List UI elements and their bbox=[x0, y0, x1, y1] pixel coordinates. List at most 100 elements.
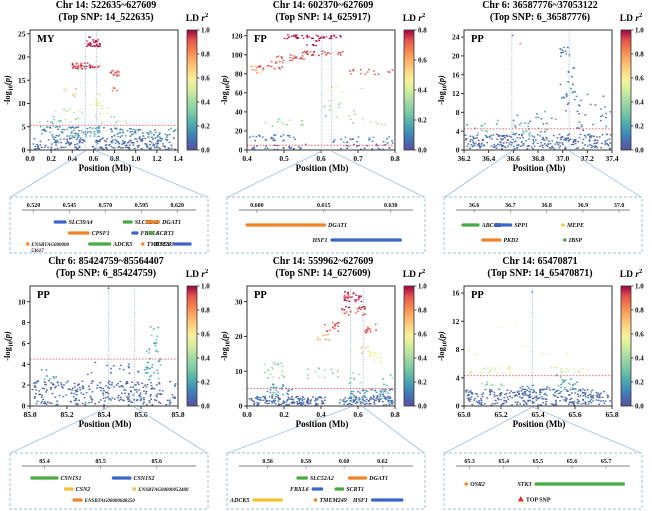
plot-frame bbox=[463, 29, 613, 151]
svg-text:20: 20 bbox=[452, 51, 460, 60]
svg-text:12: 12 bbox=[452, 89, 460, 98]
ld-r: r bbox=[418, 14, 423, 25]
svg-text:8: 8 bbox=[456, 345, 460, 354]
colorbar bbox=[186, 29, 198, 151]
svg-text:0.4: 0.4 bbox=[316, 410, 326, 419]
ylabel-post: (p) bbox=[2, 331, 12, 342]
ylabel-post: (p) bbox=[2, 75, 12, 86]
panel-subtitle: (Top SNP: 14_627609) bbox=[275, 268, 371, 279]
ld-r: r bbox=[635, 14, 640, 25]
ld-text: LD bbox=[402, 270, 416, 281]
svg-text:1.0: 1.0 bbox=[201, 26, 210, 34]
svg-text:0.2: 0.2 bbox=[418, 116, 427, 124]
svg-text:10: 10 bbox=[18, 297, 26, 306]
svg-text:0.4: 0.4 bbox=[201, 98, 210, 106]
zoom-connector-right bbox=[568, 150, 642, 198]
ylabel-pre: -log bbox=[436, 91, 446, 105]
svg-text:0: 0 bbox=[239, 402, 243, 411]
trait-label: PP bbox=[471, 290, 484, 301]
svg-text:2: 2 bbox=[22, 381, 26, 390]
svg-text:65.4: 65.4 bbox=[499, 459, 510, 465]
svg-text:0.0: 0.0 bbox=[418, 402, 427, 410]
zoom-connector-left bbox=[227, 150, 322, 198]
scatter-area bbox=[30, 286, 178, 406]
svg-text:10: 10 bbox=[18, 99, 26, 108]
scatter-area bbox=[30, 30, 178, 150]
svg-text:IBSP: IBSP bbox=[568, 238, 583, 244]
svg-text:0.2: 0.2 bbox=[418, 378, 427, 386]
gene-bar-DGAT1 bbox=[245, 223, 326, 227]
svg-text:24: 24 bbox=[452, 33, 460, 42]
svg-text:0.5: 0.5 bbox=[279, 154, 289, 163]
gene-bar-SCRT1 bbox=[334, 487, 345, 491]
svg-text:0.4: 0.4 bbox=[68, 154, 78, 163]
svg-text:1.0: 1.0 bbox=[131, 154, 141, 163]
svg-text:DGAT1: DGAT1 bbox=[161, 220, 181, 226]
svg-text:0.6: 0.6 bbox=[201, 330, 210, 338]
svg-text:85.0: 85.0 bbox=[23, 410, 36, 419]
svg-text:37.4: 37.4 bbox=[605, 154, 618, 163]
scatter-area bbox=[247, 286, 395, 406]
colorbar-title: LD r2 bbox=[393, 268, 435, 280]
svg-text:0.4: 0.4 bbox=[242, 154, 252, 163]
top-snp-triangle-icon bbox=[517, 496, 524, 502]
panel-subtitle: (Top SNP: 14_522635) bbox=[58, 12, 154, 23]
svg-text:0.8: 0.8 bbox=[201, 50, 210, 58]
y-axis-label: -log10(p) bbox=[436, 30, 449, 150]
svg-text:65.4: 65.4 bbox=[531, 410, 544, 419]
ld-sup: 2 bbox=[205, 12, 209, 19]
svg-text:ENSBTAG00000048250: ENSBTAG00000048250 bbox=[84, 499, 136, 504]
svg-text:0.2: 0.2 bbox=[46, 154, 56, 163]
svg-text:4: 4 bbox=[456, 127, 460, 136]
ylabel-post: (p) bbox=[219, 331, 229, 342]
svg-text:0.595: 0.595 bbox=[135, 203, 149, 209]
gene-bar-DGAT1 bbox=[145, 220, 161, 224]
colorbar bbox=[620, 285, 632, 407]
panel-chr6-pp-abcg2: 0 4 8 12 16 20 24 36.2 36.4 36.6 36.8 37.0 37.2 37.4 1… bbox=[434, 0, 652, 255]
colorbar bbox=[403, 29, 415, 151]
panel-chr14-fp: 0 20 40 60 80 100 120 0.4 0.5 0.6 0.7 0.8 0.8 0.6 0.4 0… bbox=[217, 0, 435, 255]
y-axis-label: -log10(p) bbox=[2, 30, 15, 150]
trait-label: PP bbox=[471, 34, 484, 45]
svg-text:36.2: 36.2 bbox=[457, 154, 470, 163]
svg-text:20: 20 bbox=[235, 332, 243, 341]
gene-bar-SLC39A4 bbox=[53, 220, 67, 224]
svg-text:0.620: 0.620 bbox=[171, 203, 185, 209]
svg-text:0.8: 0.8 bbox=[390, 410, 400, 419]
svg-text:0.2: 0.2 bbox=[635, 122, 644, 130]
svg-text:4: 4 bbox=[22, 360, 26, 369]
colorbar-title: LD r2 bbox=[610, 12, 652, 24]
panel-title: Chr 14: 65470871 bbox=[502, 256, 578, 267]
gene-marker-MEPE bbox=[561, 223, 565, 227]
svg-text:53617: 53617 bbox=[31, 249, 44, 254]
svg-text:36.8: 36.8 bbox=[531, 154, 544, 163]
svg-text:DGAT1: DGAT1 bbox=[368, 476, 388, 482]
gene-bar-SLC52A2 bbox=[296, 476, 308, 480]
ylabel-pre: -log bbox=[219, 347, 229, 361]
svg-text:36.7: 36.7 bbox=[505, 203, 516, 209]
ylabel-post: (p) bbox=[219, 75, 229, 86]
gene-track-box bbox=[9, 452, 209, 510]
panel-title: Chr 14: 602370~627609 bbox=[272, 0, 374, 11]
zoom-connector-left bbox=[10, 150, 86, 198]
svg-text:1.4: 1.4 bbox=[173, 154, 183, 163]
svg-text:0.8: 0.8 bbox=[635, 50, 644, 58]
svg-text:SCRT1: SCRT1 bbox=[346, 487, 364, 493]
x-axis-label: Position (Mb) bbox=[78, 419, 132, 429]
svg-text:TMEM249: TMEM249 bbox=[147, 242, 174, 248]
svg-text:0.2: 0.2 bbox=[635, 378, 644, 386]
plot-frame bbox=[29, 29, 179, 151]
svg-text:0.6: 0.6 bbox=[418, 56, 427, 64]
ylabel-sub: 10 bbox=[225, 341, 232, 348]
svg-text:37.2: 37.2 bbox=[581, 154, 594, 163]
gene-bar-ADCK5 bbox=[88, 242, 112, 246]
gene-bar-HSF1 bbox=[172, 242, 192, 246]
svg-text:120: 120 bbox=[231, 31, 243, 40]
ylabel-sub: 10 bbox=[442, 341, 449, 348]
svg-text:SLC39A4: SLC39A4 bbox=[69, 220, 93, 226]
panel-subtitle: (Top SNP: 14_625917) bbox=[275, 12, 371, 23]
svg-text:0.0: 0.0 bbox=[635, 402, 644, 410]
ld-r: r bbox=[201, 270, 206, 281]
svg-text:0.56: 0.56 bbox=[262, 459, 273, 465]
locus-plot-pp-casein: 0 2 4 6 8 10 85.0 85.2 85.4 85.6 85.8 1.0 0.8 0.6 0.4 0… bbox=[9, 282, 210, 510]
